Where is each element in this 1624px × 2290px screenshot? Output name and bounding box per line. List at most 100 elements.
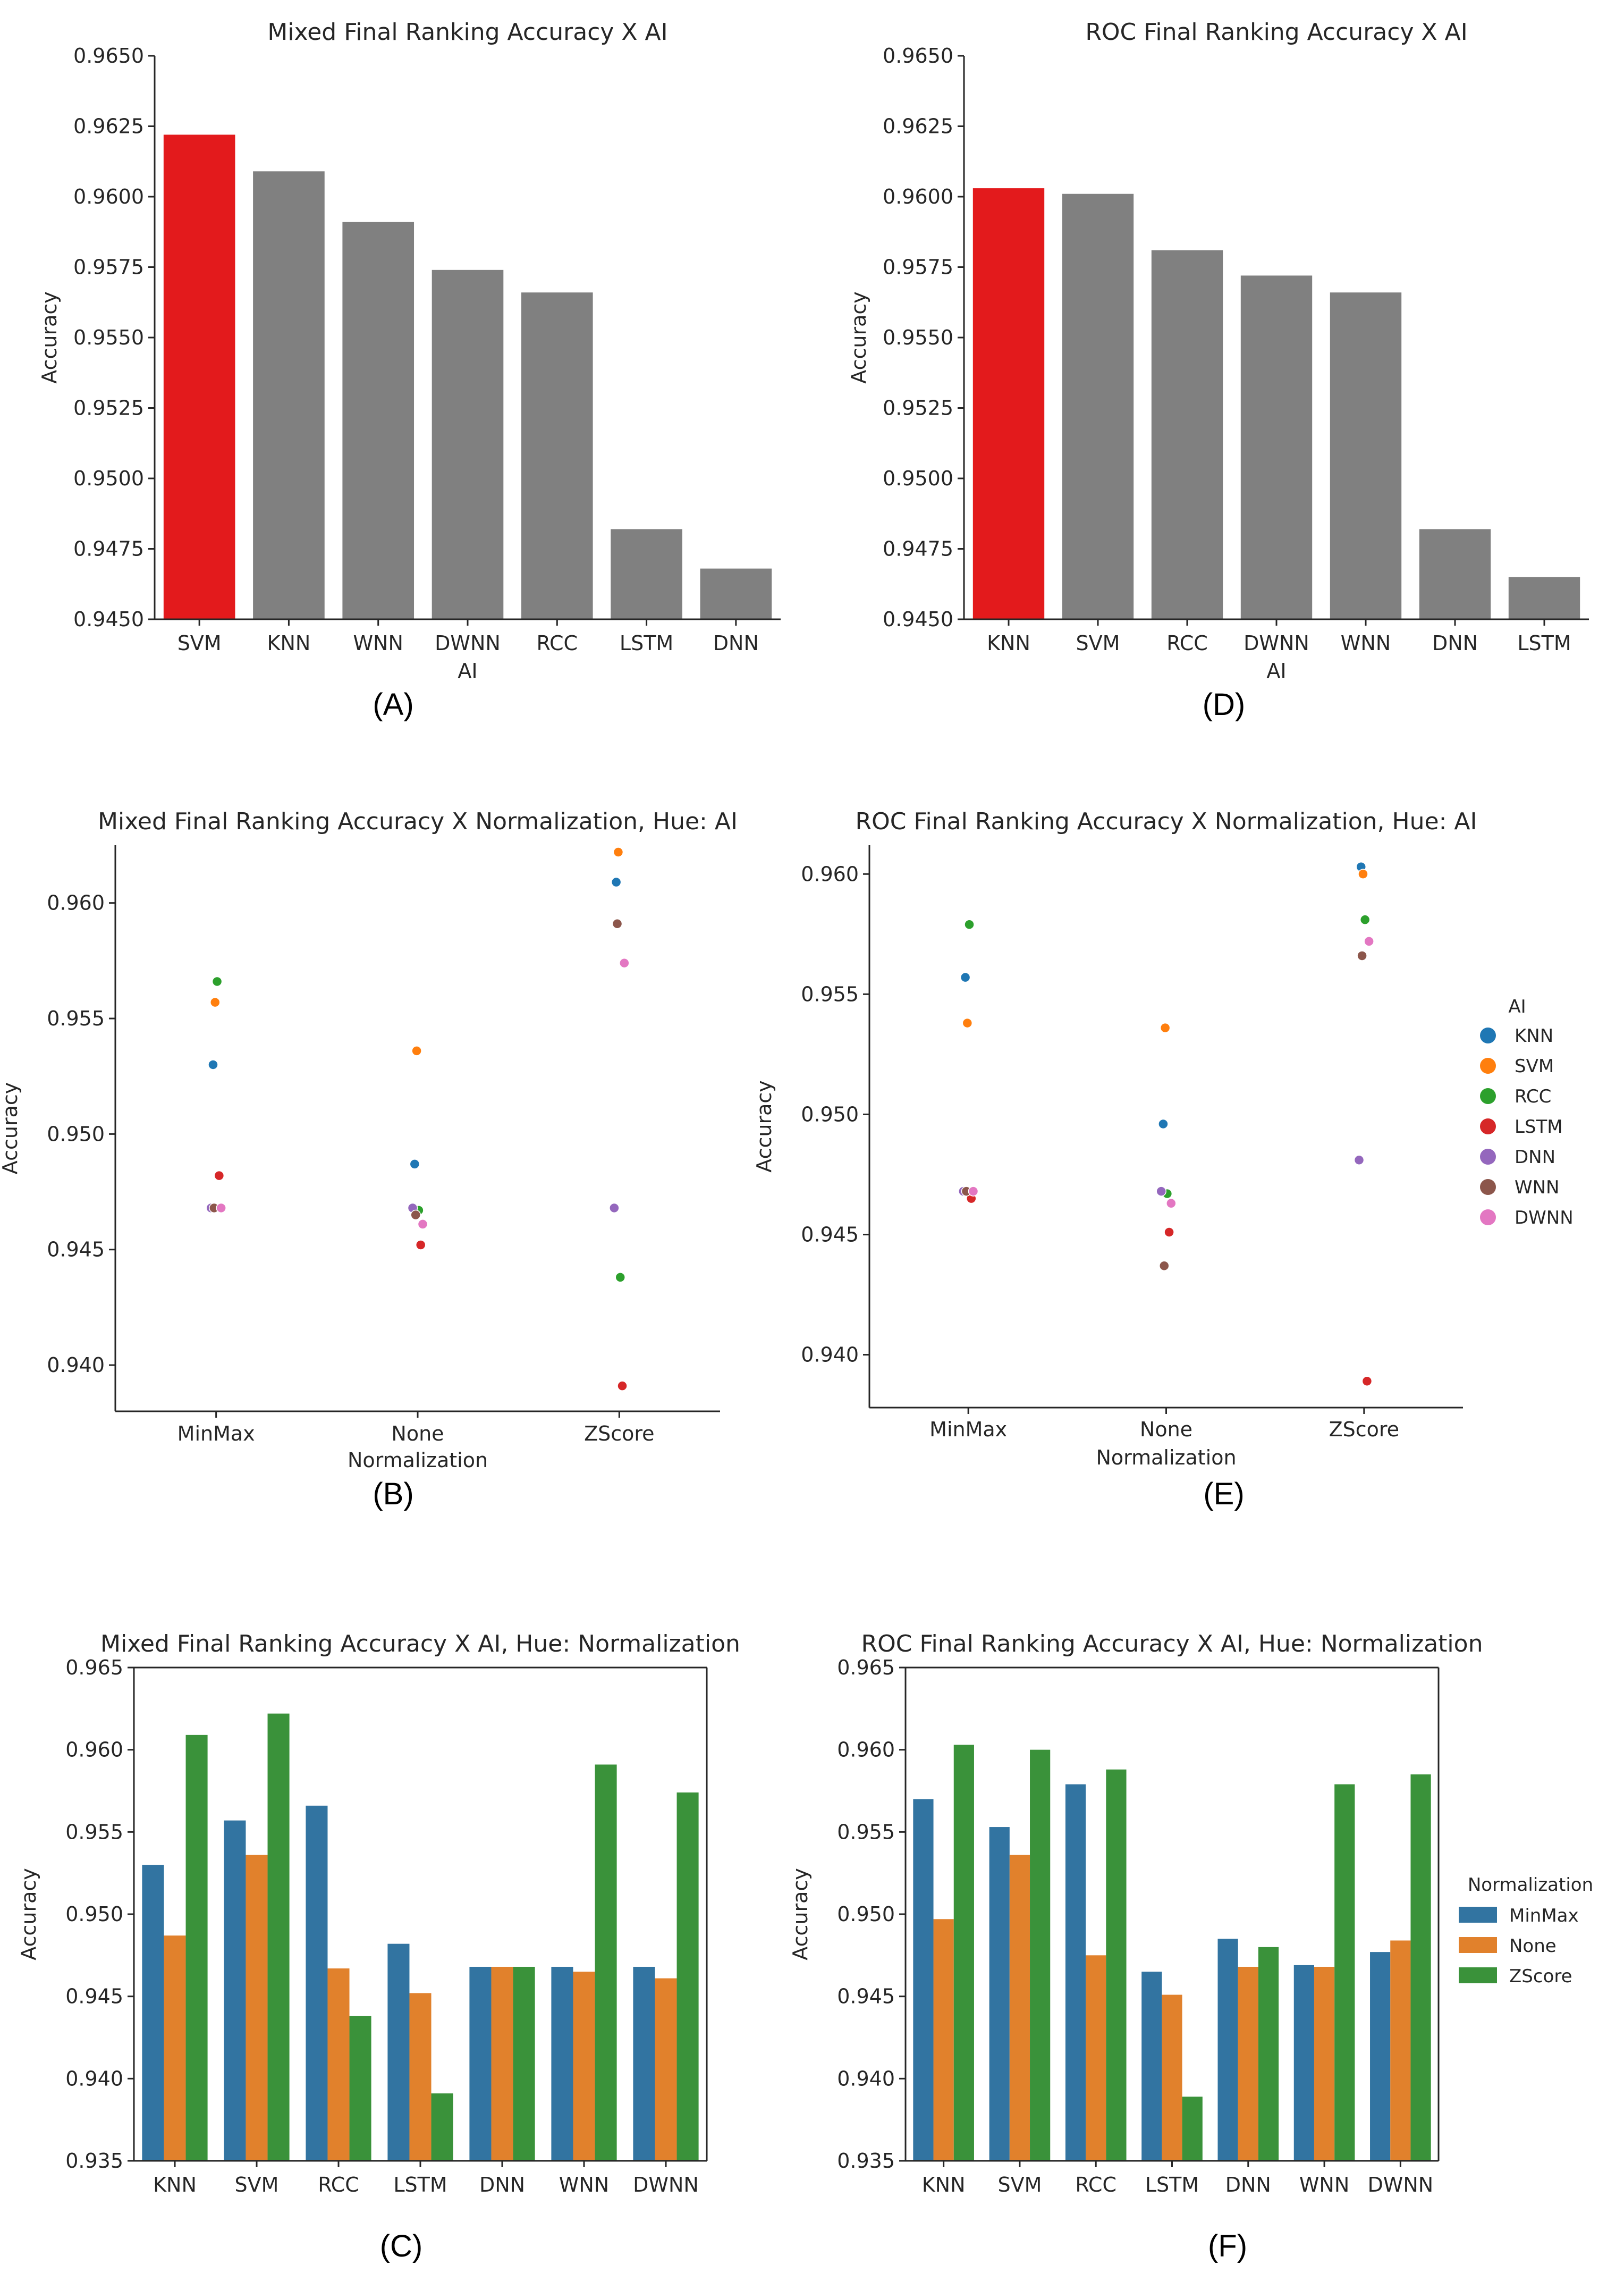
y-tick-label: 0.960 [65, 1738, 123, 1762]
x-tick-label: ZScore [584, 1422, 654, 1445]
legend: Normalization MinMax None ZScore [1459, 1874, 1593, 1987]
x-axis-label: Normalization [348, 1449, 488, 1472]
bar-dnn [700, 568, 772, 619]
bar-none-dnn [491, 1966, 513, 2161]
legend-label-zscore: ZScore [1509, 1966, 1572, 1987]
legend-label-rcc: RCC [1515, 1086, 1551, 1107]
bar-minmax-rcc [306, 1805, 328, 2161]
bar-zscore-lstm [1182, 2097, 1203, 2161]
point-dwnn-minmax [216, 1202, 226, 1214]
bar-zscore-dwnn [676, 1792, 699, 2161]
y-axis-label: Accuracy [0, 1082, 22, 1175]
bar-minmax-wnn [551, 1966, 573, 2161]
panel-label: (C) [380, 2229, 423, 2263]
x-tick-label: DNN [1225, 2173, 1271, 2196]
y-tick-label: 0.9450 [883, 608, 953, 631]
chart-title: Mixed Final Ranking Accuracy X AI [267, 19, 667, 46]
point-rcc-zscore [1359, 914, 1371, 925]
bar-zscore-dnn [513, 1966, 535, 2161]
y-tick-label: 0.9525 [73, 397, 144, 420]
y-tick-label: 0.950 [801, 1102, 859, 1126]
legend-marker-rcc [1480, 1088, 1496, 1104]
y-tick-label: 0.955 [801, 982, 859, 1006]
x-axis-label: AI [458, 659, 477, 683]
point-dnn-zscore [609, 1202, 620, 1214]
legend-label-wnn: WNN [1515, 1177, 1560, 1198]
bar-zscore-knn [953, 1745, 974, 2161]
bar-none-svm [246, 1855, 268, 2161]
y-axis-label: Accuracy [847, 291, 870, 384]
x-tick-label: LSTM [1517, 632, 1571, 655]
point-wnn-zscore [1357, 950, 1367, 961]
y-tick-label: 0.960 [837, 1738, 895, 1762]
x-tick-label: None [391, 1422, 444, 1445]
legend-label-lstm: LSTM [1515, 1116, 1563, 1138]
y-axis-label: Accuracy [38, 291, 61, 384]
y-tick-label: 0.940 [47, 1353, 105, 1377]
point-dwnn-zscore [1364, 936, 1374, 947]
bar-none-wnn [1314, 1966, 1335, 2161]
bar-minmax-knn [913, 1799, 934, 2161]
bar-minmax-dnn [469, 1966, 492, 2161]
bar-minmax-knn [142, 1865, 164, 2161]
x-tick-label: DNN [479, 2173, 525, 2196]
bar-lstm [1508, 577, 1580, 619]
point-dwnn-zscore [619, 957, 630, 969]
y-tick-label: 0.945 [837, 1985, 895, 2008]
y-tick-label: 0.955 [65, 1820, 123, 1843]
bar-zscore-wnn [595, 1764, 617, 2161]
x-tick-label: LSTM [1145, 2173, 1199, 2196]
legend-label-dwnn: DWNN [1515, 1207, 1574, 1228]
legend-swatch-zscore [1459, 1967, 1497, 1983]
bar-zscore-rcc [349, 2016, 371, 2161]
bar-zscore-wnn [1334, 1784, 1355, 2161]
legend-label-knn: KNN [1515, 1025, 1553, 1047]
legend-label-minmax: MinMax [1509, 1905, 1579, 1926]
bar-none-knn [164, 1935, 186, 2161]
x-tick-label: RCC [318, 2173, 359, 2196]
point-wnn-zscore [612, 919, 623, 929]
legend-title: Normalization [1468, 1874, 1593, 1896]
y-tick-label: 0.960 [801, 862, 859, 886]
legend-title: AI [1508, 996, 1526, 1017]
x-tick-label: SVM [997, 2173, 1042, 2196]
y-tick-label: 0.950 [47, 1122, 105, 1146]
y-tick-label: 0.9450 [73, 608, 144, 631]
point-svm-zscore [613, 847, 624, 857]
point-knn-minmax [960, 972, 971, 983]
y-tick-label: 0.960 [47, 891, 105, 915]
bar-zscore-dwnn [1410, 1774, 1431, 2161]
x-tick-label: None [1140, 1418, 1192, 1441]
bar-svm [163, 134, 235, 619]
bar-none-dnn [1238, 1966, 1258, 2161]
x-tick-label: KNN [987, 632, 1030, 655]
x-tick-label: LSTM [620, 632, 673, 655]
bar-none-lstm [409, 1993, 432, 2161]
point-lstm-none [415, 1240, 426, 1250]
point-wnn-none [410, 1209, 421, 1220]
point-knn-none [1158, 1118, 1169, 1130]
y-tick-label: 0.9475 [73, 537, 144, 561]
point-svm-minmax [210, 997, 221, 1008]
y-tick-label: 0.9550 [73, 326, 144, 349]
y-tick-label: 0.9625 [73, 115, 144, 138]
y-tick-label: 0.935 [65, 2149, 123, 2173]
bar-none-svm [1009, 1855, 1030, 2161]
y-tick-label: 0.9600 [73, 185, 144, 208]
chart-title: ROC Final Ranking Accuracy X AI, Hue: No… [861, 1630, 1483, 1657]
chart-B: MinMax None ZScore 0.940 0.945 0.950 0.955 0.96… [0, 808, 738, 1511]
x-tick-label: KNN [922, 2173, 966, 2196]
x-tick-label: MinMax [177, 1422, 255, 1445]
bar-minmax-wnn [1293, 1965, 1314, 2161]
point-dnn-zscore [1354, 1155, 1365, 1166]
bar-zscore-svm [1030, 1749, 1051, 2161]
x-tick-label: KNN [153, 2173, 197, 2196]
y-tick-label: 0.9650 [883, 44, 953, 68]
bar-knn [972, 188, 1045, 620]
point-svm-minmax [962, 1017, 973, 1029]
legend-marker-lstm [1480, 1118, 1496, 1134]
y-axis-label: Accuracy [17, 1868, 40, 1960]
legend-label-svm: SVM [1515, 1056, 1554, 1077]
bar-minmax-lstm [1141, 1972, 1162, 2161]
